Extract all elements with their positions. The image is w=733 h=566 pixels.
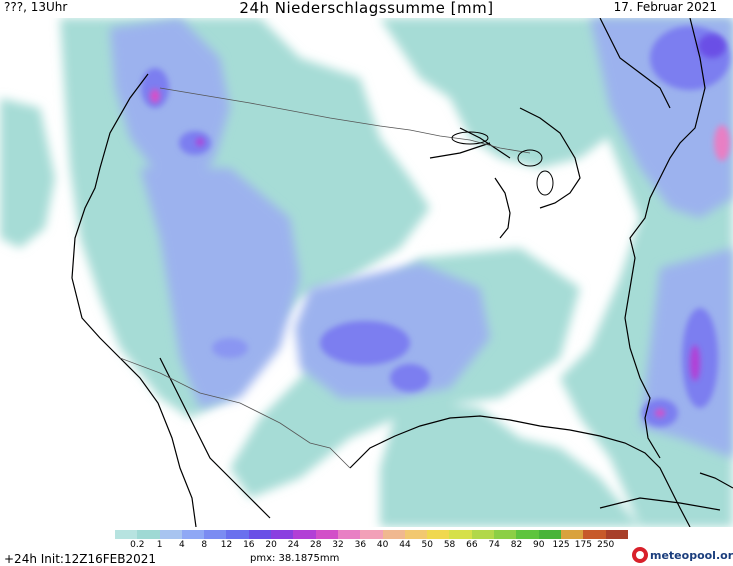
scale-swatch [115,530,138,539]
scale-swatch [471,530,495,539]
scale-swatch [293,530,316,539]
legend-footer: 0.2 1 4 8 12 16 20 24 28 32 36 40 44 50 58 66 74 82 90 125 1… [0,527,733,566]
precip-color-scale [115,530,628,539]
country-borders [119,87,531,469]
scale-tick-label: 44 [399,540,411,550]
scale-tick-label: 50 [421,540,433,550]
scale-swatch [159,530,182,539]
scale-swatch [181,530,205,539]
scale-swatch [337,530,361,539]
scale-tick-label: 16 [243,540,255,550]
meteopool-logo[interactable]: meteopool.org [632,545,733,565]
scale-tick-label: 1 [156,540,163,550]
scale-tick-label: 12 [220,540,233,550]
scale-tick-label: 125 [552,540,570,550]
scale-swatch [449,530,472,539]
model-init-label: +24h Init:12Z16FEB2021 [4,552,156,566]
scale-tick-label: 82 [510,540,523,550]
scale-tick-label: 20 [265,540,277,550]
scale-tick-label: 74 [488,540,500,550]
scale-swatch [360,530,383,539]
forecast-time-label: ???, 13Uhr [4,0,68,14]
scale-swatch [204,530,227,539]
scale-tick-label: 36 [354,540,367,550]
scale-swatch [271,530,294,539]
scale-tick-label: 175 [574,540,592,550]
scale-tick-label: 8 [201,540,208,550]
scale-swatch [427,530,450,539]
forecast-date: 17. Februar 2021 [613,0,717,14]
scale-tick-label: 28 [310,540,322,550]
scale-tick-label: 0.2 [130,540,145,550]
lakes [451,131,554,196]
scale-swatch [538,530,561,539]
scale-swatch [404,530,428,539]
scale-tick-label: 40 [376,540,389,550]
scale-swatch [137,530,160,539]
scale-swatch [560,530,584,539]
scale-tick-label: 58 [443,540,456,550]
scale-tick-label: 90 [533,540,545,550]
scale-swatch [226,530,249,539]
precipitation-map [0,18,733,527]
coastlines [71,18,733,527]
scale-swatch [605,530,628,539]
map-title: 24h Niederschlagssumme [mm] [239,0,494,17]
scale-swatch [248,530,272,539]
precip-peak-layer [150,34,730,417]
scale-tick-label: 32 [332,540,344,550]
scale-tick-label: 250 [597,540,615,550]
scale-tick-label: 66 [466,540,478,550]
header-bar: ???, 13Uhr 24h Niederschlagssumme [mm] 1… [0,0,733,18]
precip-heavy-layer [141,26,730,427]
scale-swatch [382,530,405,539]
logo-text: meteopool.org [650,548,733,562]
max-precip-label: pmx: 38.1875mm [250,553,340,564]
scale-swatch [494,530,517,539]
map-canvas [0,18,733,527]
logo-icon [632,547,648,563]
scale-tick-label: 4 [179,540,185,550]
scale-swatch [516,530,539,539]
scale-swatch [315,530,338,539]
scale-swatch [583,530,606,539]
scale-tick-label: 24 [287,540,300,550]
precip-scale-labels: 0.2 1 4 8 12 16 20 24 28 32 36 40 44 50 58 66 74 82 90 125 1… [115,540,628,552]
